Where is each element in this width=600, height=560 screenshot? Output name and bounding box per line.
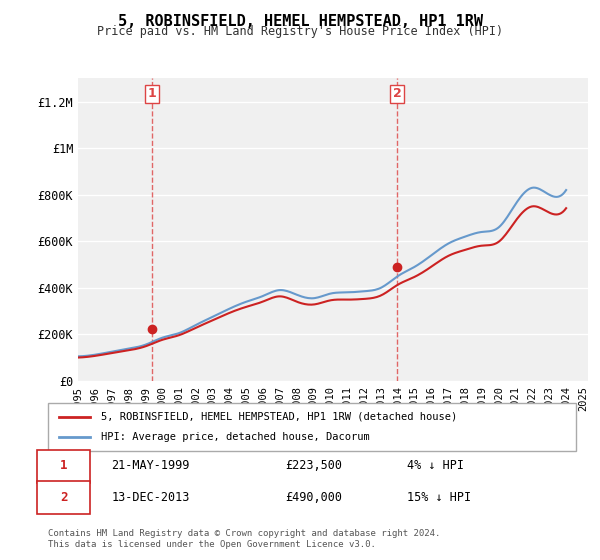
Text: 1: 1 <box>148 87 156 100</box>
Text: 5, ROBINSFIELD, HEMEL HEMPSTEAD, HP1 1RW: 5, ROBINSFIELD, HEMEL HEMPSTEAD, HP1 1RW <box>118 14 482 29</box>
Text: 5, ROBINSFIELD, HEMEL HEMPSTEAD, HP1 1RW (detached house): 5, ROBINSFIELD, HEMEL HEMPSTEAD, HP1 1RW… <box>101 412 457 422</box>
Text: 15% ↓ HPI: 15% ↓ HPI <box>407 491 471 504</box>
FancyBboxPatch shape <box>48 403 576 451</box>
Text: 2: 2 <box>60 491 68 504</box>
Text: 13-DEC-2013: 13-DEC-2013 <box>112 491 190 504</box>
Text: Contains HM Land Registry data © Crown copyright and database right 2024.: Contains HM Land Registry data © Crown c… <box>48 529 440 538</box>
Text: £223,500: £223,500 <box>286 459 343 473</box>
Text: Price paid vs. HM Land Registry's House Price Index (HPI): Price paid vs. HM Land Registry's House … <box>97 25 503 38</box>
Text: 21-MAY-1999: 21-MAY-1999 <box>112 459 190 473</box>
FancyBboxPatch shape <box>37 450 90 483</box>
Text: 2: 2 <box>392 87 401 100</box>
Text: HPI: Average price, detached house, Dacorum: HPI: Average price, detached house, Daco… <box>101 432 370 442</box>
Text: £490,000: £490,000 <box>286 491 343 504</box>
FancyBboxPatch shape <box>37 481 90 514</box>
Text: 1: 1 <box>60 459 68 473</box>
Text: 4% ↓ HPI: 4% ↓ HPI <box>407 459 464 473</box>
Text: This data is licensed under the Open Government Licence v3.0.: This data is licensed under the Open Gov… <box>48 540 376 549</box>
